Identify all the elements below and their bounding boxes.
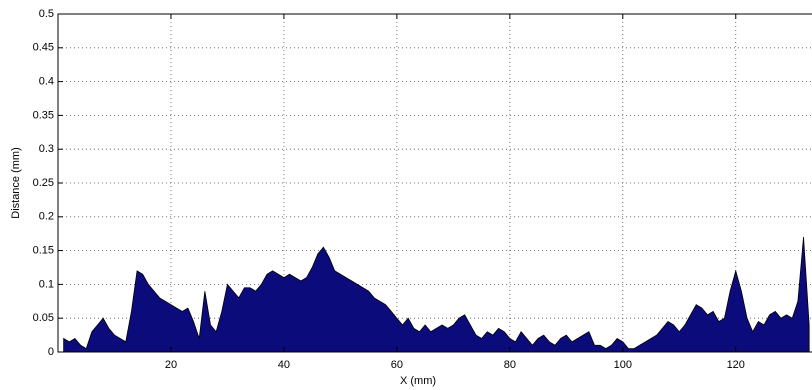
y-tick-label: 0.45 <box>33 42 54 54</box>
x-tick-label: 40 <box>278 359 290 371</box>
y-tick-label: 0.05 <box>33 312 54 324</box>
x-tick-label: 120 <box>727 359 745 371</box>
y-tick-label: 0.15 <box>33 245 54 257</box>
y-tick-label: 0.5 <box>39 8 54 20</box>
x-tick-label: 80 <box>504 359 516 371</box>
axes-frame <box>57 13 812 353</box>
y-tick-label: 0.2 <box>39 211 54 223</box>
x-tick-label: 60 <box>391 359 403 371</box>
y-tick-label: 0.1 <box>39 278 54 290</box>
y-tick-label: 0.25 <box>33 177 54 189</box>
y-tick-label: 0.4 <box>39 76 54 88</box>
x-axis-label: X (mm) <box>400 375 436 387</box>
area <box>63 237 810 353</box>
x-tick-label: 100 <box>614 359 632 371</box>
y-tick-label: 0.3 <box>39 143 54 155</box>
y-tick-label: 0.35 <box>33 109 54 121</box>
y-axis-label: Distance (mm) <box>10 147 22 219</box>
x-tick-label: 20 <box>165 359 177 371</box>
y-tick-label: 0 <box>48 346 54 358</box>
